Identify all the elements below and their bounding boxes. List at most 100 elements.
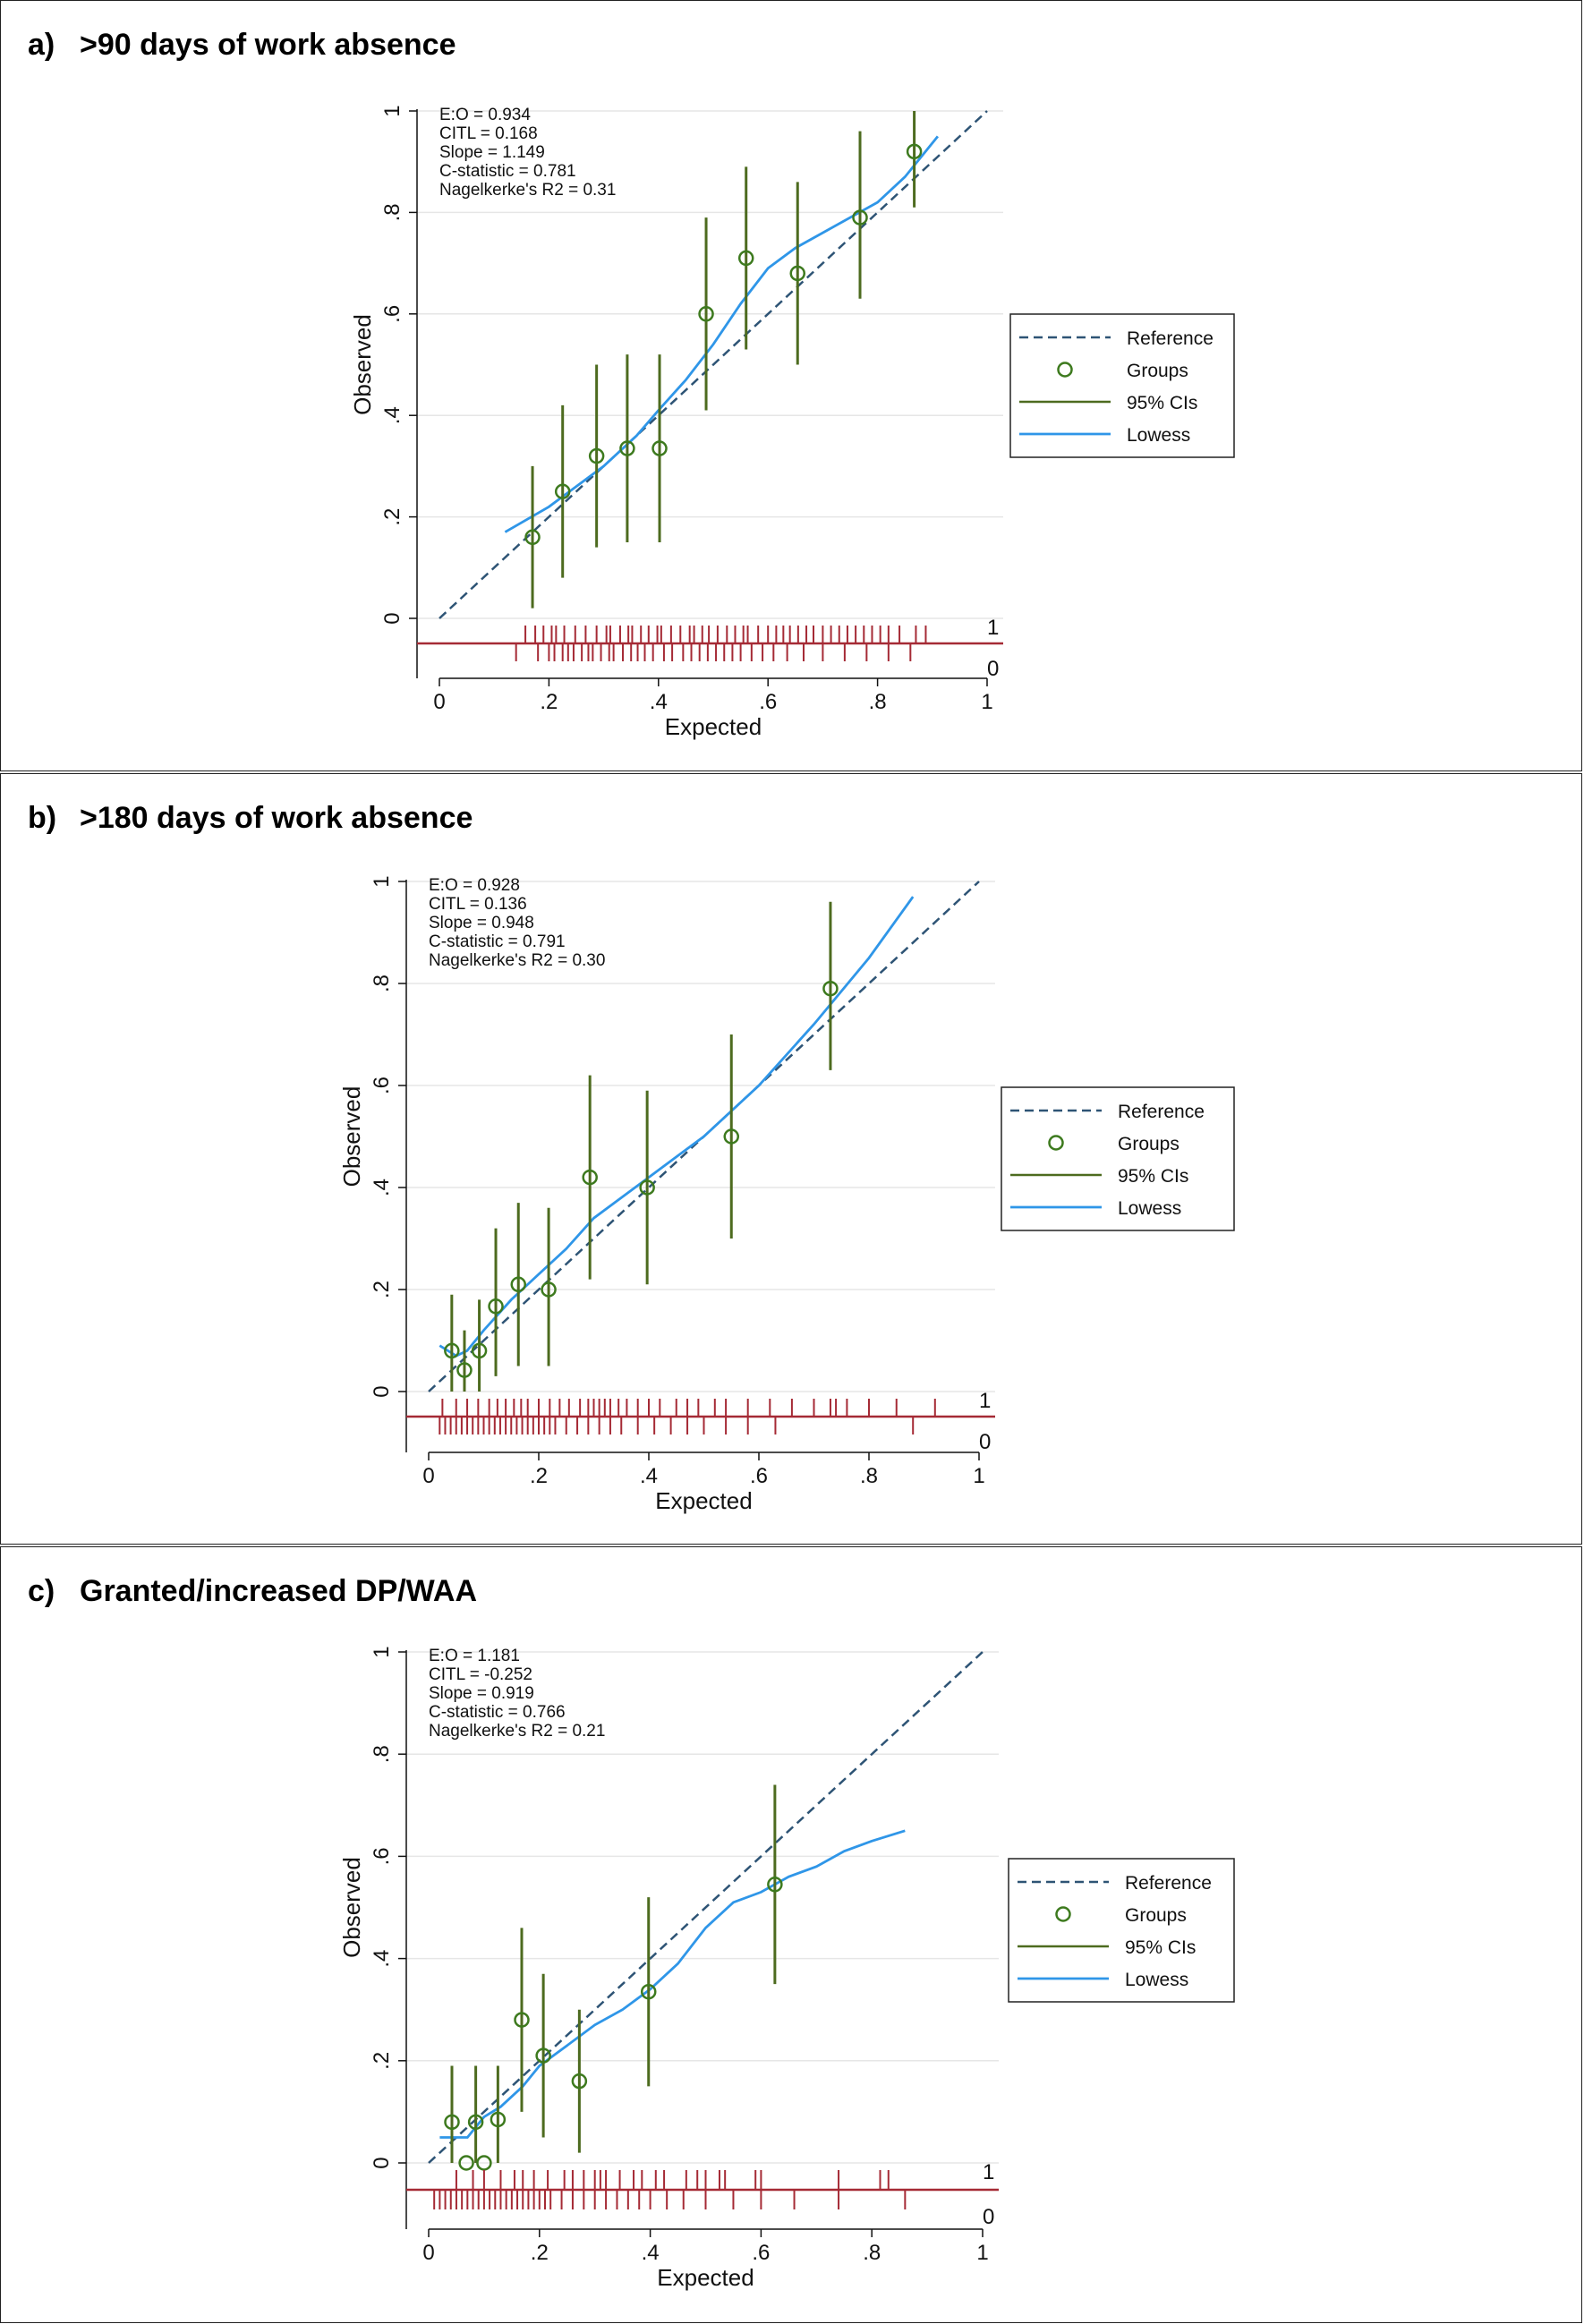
y-tick-label: 0: [370, 2157, 394, 2168]
legend-label: Reference: [1118, 1102, 1205, 1122]
y-tick-label: 0: [370, 1385, 394, 1397]
x-tick-label: .4: [642, 2241, 660, 2265]
y-tick-label: .4: [370, 1950, 394, 1968]
y-tick-label: .6: [370, 1847, 394, 1865]
x-tick-label: 1: [981, 690, 992, 714]
group-point: [514, 2012, 530, 2028]
group-point: [476, 2155, 492, 2171]
legend-label: 95% CIs: [1118, 1166, 1188, 1187]
x-tick-label: 1: [976, 2241, 988, 2265]
stats-line: E:O = 0.934: [439, 106, 531, 124]
group-point: [456, 1362, 473, 1378]
lowess-curve: [504, 135, 939, 533]
x-tick-label: .2: [531, 2241, 549, 2265]
rug-label-nonevent: 0: [987, 657, 999, 681]
x-tick-label: 1: [973, 1464, 984, 1488]
stats-line: E:O = 0.928: [429, 876, 520, 895]
panel-title-text: Granted/increased DP/WAA: [80, 1574, 478, 1608]
x-tick-label: .6: [750, 1464, 768, 1488]
rug-plot: [406, 2170, 999, 2209]
stats-line: CITL = -0.252: [429, 1665, 532, 1684]
group-point: [488, 1298, 504, 1315]
y-tick-label: .8: [370, 1745, 394, 1763]
x-tick-label: 0: [433, 690, 445, 714]
gridlines: [406, 1651, 999, 2164]
y-tick-label: .4: [380, 406, 405, 424]
legend-label: 95% CIs: [1127, 393, 1197, 413]
rug-label-nonevent: 0: [983, 2205, 994, 2229]
x-tick-label: .4: [640, 1464, 658, 1488]
group-point: [471, 1342, 488, 1359]
group-point: [619, 440, 635, 456]
reference-line: [439, 110, 988, 619]
group-point: [737, 250, 754, 267]
y-tick-label: .2: [370, 1281, 394, 1298]
y-tick-label: 1: [370, 1646, 394, 1657]
x-tick-label: .6: [759, 690, 777, 714]
group-point: [582, 1169, 598, 1186]
x-tick-label: .8: [869, 690, 887, 714]
rug-label-nonevent: 0: [979, 1430, 991, 1454]
stats-line: Slope = 1.149: [439, 143, 545, 162]
gridlines: [406, 881, 995, 1392]
rug-label-event: 1: [987, 616, 999, 640]
rug-plot: [417, 626, 1003, 661]
legend-label: 95% CIs: [1125, 1937, 1196, 1958]
rug-label-event: 1: [983, 2160, 994, 2184]
y-tick-label: .8: [370, 975, 394, 992]
stats-line: CITL = 0.168: [439, 124, 538, 143]
stats-line: E:O = 1.181: [429, 1647, 520, 1665]
stats-line: CITL = 0.136: [429, 895, 527, 914]
legend-label: Reference: [1125, 1873, 1212, 1894]
x-axis-title: Expected: [657, 2264, 754, 2291]
group-point: [698, 306, 714, 322]
stats-line: Nagelkerke's R2 = 0.21: [429, 1722, 605, 1741]
stats-line: Slope = 0.919: [429, 1684, 534, 1703]
group-point: [490, 2111, 507, 2128]
group-point: [767, 1877, 783, 1893]
legend-label: Lowess: [1127, 425, 1190, 446]
reference-line: [428, 1651, 984, 2164]
panel-c: c) Granted/increased DP/WAA 0 .2 .4 .6 .8 1 0 .2…: [0, 1546, 1582, 2323]
panel-b: b) >180 days of work absence 0 .2 .4 .6 .8 1 0.…: [0, 773, 1582, 1545]
x-tick-label: .4: [650, 690, 668, 714]
panel-label: c): [28, 1574, 55, 1608]
x-axis-title: Expected: [655, 1487, 752, 1514]
x-tick-label: 0: [422, 1464, 434, 1488]
group-point: [852, 209, 868, 226]
group-point: [822, 980, 839, 997]
lowess-curve: [439, 896, 915, 1358]
lowess-curve: [439, 1829, 906, 2139]
group-point: [541, 1281, 557, 1298]
stats-line: C-statistic = 0.781: [439, 162, 576, 181]
group-point: [651, 440, 668, 456]
legend-label: Groups: [1127, 361, 1188, 381]
y-tick-label: .6: [380, 305, 405, 323]
panel-a: a) >90 days of work absence 0 .2 .4 .6 .8 1 0 .2…: [0, 0, 1582, 771]
y-axis-title: Observed: [338, 1086, 365, 1188]
y-tick-label: .2: [370, 2052, 394, 2070]
group-point: [639, 1179, 655, 1196]
stats-line: C-statistic = 0.791: [429, 932, 566, 951]
y-tick-label: 1: [380, 105, 405, 116]
legend-label: Groups: [1125, 1905, 1187, 1926]
group-point: [444, 2114, 460, 2131]
y-tick-label: .4: [370, 1179, 394, 1196]
group-point: [510, 1276, 526, 1293]
stats-line: C-statistic = 0.766: [429, 1703, 566, 1722]
group-point: [789, 265, 805, 282]
group-point: [444, 1342, 460, 1359]
group-point: [524, 529, 541, 546]
group-point: [535, 2047, 551, 2064]
legend-label: Reference: [1127, 328, 1214, 349]
x-tick-label: .2: [540, 690, 558, 714]
group-point: [458, 2155, 474, 2171]
legend-symbol-groups: [1057, 362, 1073, 378]
legend-label: Lowess: [1125, 1970, 1188, 1990]
legend-symbol-groups: [1048, 1135, 1064, 1151]
group-point: [467, 2114, 484, 2131]
y-tick-label: .6: [370, 1077, 394, 1094]
